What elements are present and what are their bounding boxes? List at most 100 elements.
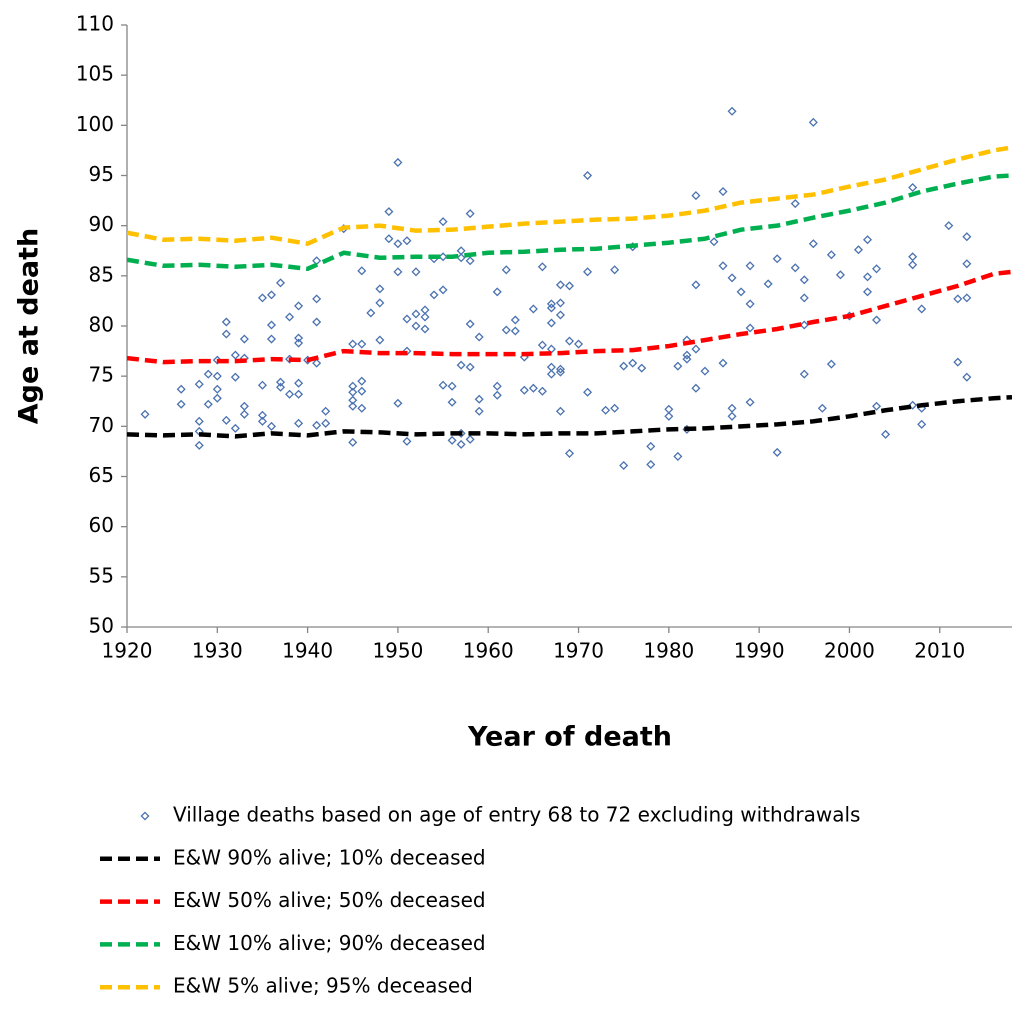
scatter-point	[619, 460, 629, 470]
scatter-point	[546, 299, 556, 309]
scatter-point	[872, 315, 882, 325]
scatter-point	[727, 106, 737, 116]
scatter-point	[221, 415, 231, 425]
scatter-point	[357, 376, 367, 386]
scatter-point	[348, 401, 358, 411]
scatter-point	[456, 253, 466, 263]
scatter-point	[312, 317, 322, 327]
scatter-point	[257, 380, 267, 390]
x-tick-label: 1940	[282, 639, 333, 663]
scatter-point	[375, 284, 385, 294]
y-tick-label: 75	[89, 363, 114, 387]
scatter-point	[456, 360, 466, 370]
scatter-point	[492, 381, 502, 391]
scatter-point	[465, 362, 475, 372]
scatter-point	[835, 270, 845, 280]
scatter-point	[709, 237, 719, 247]
scatter-point	[962, 232, 972, 242]
scatter-point	[266, 320, 277, 330]
scatter-point	[212, 384, 222, 394]
scatter-point	[546, 303, 556, 313]
scatter-point	[601, 405, 611, 415]
scatter-point	[321, 418, 331, 428]
scatter-point	[194, 416, 204, 426]
scatter-point	[393, 239, 403, 249]
y-axis-title: Age at death	[14, 228, 45, 424]
scatter-point	[862, 235, 873, 245]
scatter-point	[312, 420, 322, 430]
scatter-point	[908, 260, 918, 270]
scatter-point	[908, 400, 918, 410]
scatter-point	[447, 397, 457, 407]
scatter-point	[691, 344, 701, 354]
scatter-point	[682, 350, 692, 360]
scatter-point	[140, 409, 150, 419]
scatter-point	[664, 411, 674, 421]
scatter-point	[673, 361, 683, 371]
scatter-point	[546, 369, 556, 379]
scatter-point	[917, 304, 927, 314]
scatter-point	[230, 423, 240, 433]
scatter-point	[393, 267, 403, 277]
scatter-point	[257, 410, 267, 420]
scatter-point	[266, 334, 277, 344]
scatter-point	[239, 334, 249, 344]
scatter-point	[285, 389, 295, 399]
scatter-point	[411, 321, 421, 331]
scatter-point	[393, 157, 403, 167]
scatter-point	[203, 399, 213, 409]
x-tick-label: 1920	[102, 639, 153, 663]
scatter-point	[799, 275, 809, 285]
scatter-point	[348, 395, 358, 405]
x-tick-label: 1970	[553, 639, 604, 663]
scatter-point	[375, 335, 385, 345]
y-tick-label: 50	[89, 614, 114, 638]
scatter-point	[474, 332, 484, 342]
x-tick-label: 1980	[643, 639, 694, 663]
scatter-point	[718, 187, 728, 197]
scatter-point	[745, 323, 755, 333]
scatter-point	[492, 390, 502, 400]
scatter-point	[276, 382, 286, 392]
scatter-point	[583, 170, 593, 181]
scatter-point	[465, 209, 475, 219]
scatter-point	[736, 287, 746, 297]
scatter-point	[357, 403, 367, 413]
scatter-point	[817, 403, 827, 413]
scatter-point	[691, 280, 701, 290]
scatter-point	[619, 361, 629, 371]
scatter-point	[510, 326, 520, 336]
scatter-point	[465, 434, 475, 444]
scatter-point	[402, 236, 412, 246]
scatter-point	[610, 403, 620, 413]
scatter-point	[203, 369, 213, 379]
scatter-point	[276, 278, 286, 288]
scatter-point	[646, 459, 656, 469]
legend-label: E&W 5% alive; 95% deceased	[173, 974, 473, 998]
scatter-point	[492, 287, 502, 297]
scatter-point	[953, 294, 963, 304]
scatter-point	[962, 293, 972, 303]
line-series	[127, 145, 1012, 246]
scatter-point	[510, 315, 520, 325]
scatter-point	[790, 263, 800, 273]
scatter-point	[447, 435, 457, 445]
scatter-point	[465, 319, 475, 329]
scatter-point	[194, 440, 204, 450]
scatter-point	[393, 398, 403, 408]
y-tick-label: 110	[76, 12, 114, 36]
scatter-point	[447, 381, 457, 391]
scatter-point	[583, 387, 593, 397]
scatter-point	[357, 266, 367, 276]
line-series	[127, 173, 1012, 272]
scatter-point	[230, 372, 240, 382]
scatter-point	[881, 429, 891, 439]
scatter-point	[465, 256, 475, 266]
scatter-point	[953, 357, 963, 367]
line-series	[127, 269, 1012, 365]
scatter-point	[221, 329, 231, 339]
scatter-point	[555, 367, 565, 377]
y-tick-label: 105	[76, 62, 114, 86]
scatter-point	[908, 252, 918, 262]
scatter-point	[564, 336, 575, 346]
